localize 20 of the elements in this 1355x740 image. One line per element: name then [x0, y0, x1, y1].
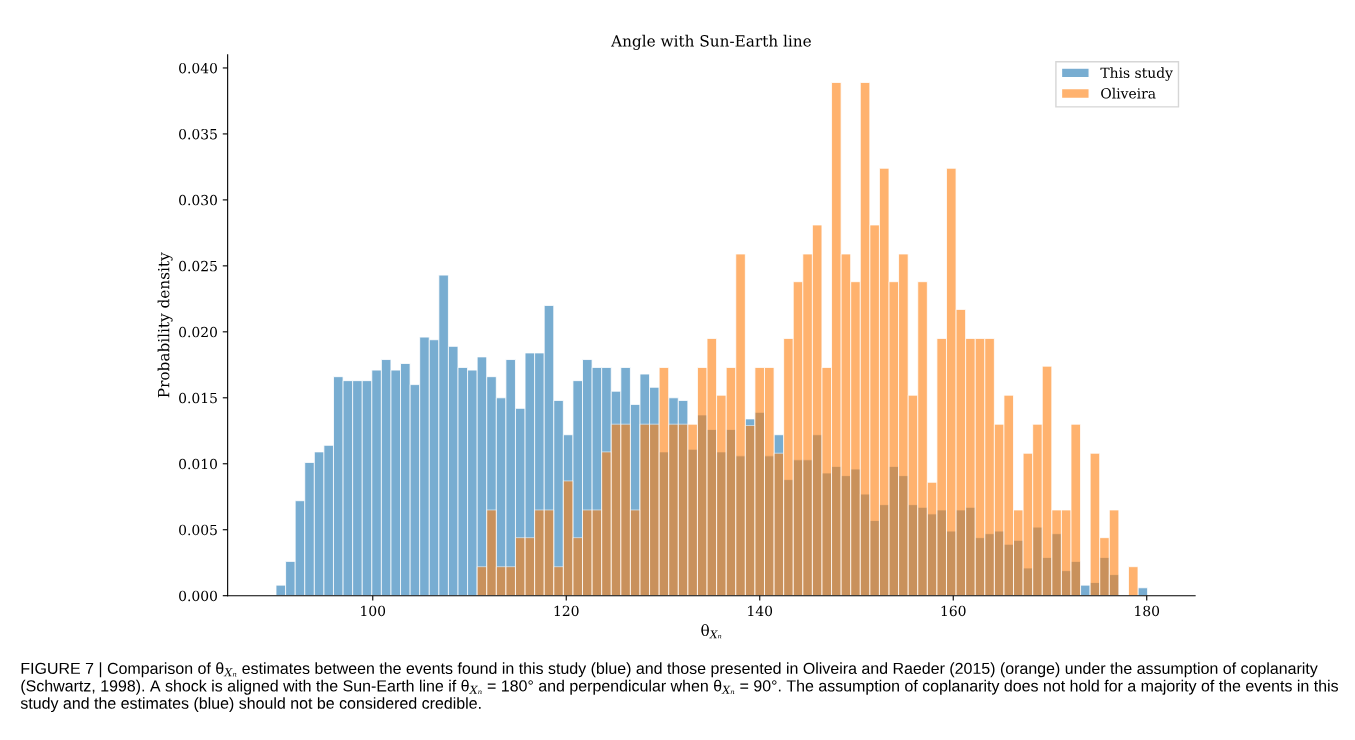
text: FIGURE 7 | Comparison of θ$_{Xₙ}$ estimates between the events found in this study (blue) and those presented in Oliveira and Raeder (2015) (orange) under the assumption of coplanarity (Schwartz, 1998). A shock is aligned with the Sun-Earth line if θ$_{Xₙ}$ = 180° and perpendicular when θ$_{Xₙ}$ = 90°. The assumption of coplanarity does not hold for a majority of the events in this study and the estimates (blue) should not be considered credible.	[20, 662, 1339, 713]
chart-title: Angle with Sun-Earth line	[610, 34, 811, 50]
y-tick-label: 0.005	[179, 524, 217, 536]
x-tick-label: 180	[1135, 605, 1160, 617]
y-tick-label: 0.040	[179, 62, 217, 74]
x-tick-label: 140	[748, 605, 773, 617]
y-tick-label: 0.020	[179, 326, 217, 338]
x-tick-label: 160	[941, 605, 966, 617]
y-tick-label: 0.015	[179, 392, 217, 404]
x-axis-title: θ$_{Xₙ}$	[701, 624, 722, 639]
y-tick-label: 0.030	[179, 194, 217, 206]
y-tick-label: 0.000	[179, 590, 217, 602]
legend-label: Oliveira	[1101, 87, 1156, 99]
y-tick-label: 0.010	[179, 458, 217, 470]
legend-label: This study	[1100, 67, 1173, 81]
x-tick-label: 120	[554, 605, 579, 617]
y-tick-label: 0.035	[179, 128, 217, 140]
x-tick-label: 100	[361, 605, 386, 617]
y-tick-label: 0.025	[179, 260, 217, 272]
y-axis-title: Probability density	[157, 252, 173, 398]
